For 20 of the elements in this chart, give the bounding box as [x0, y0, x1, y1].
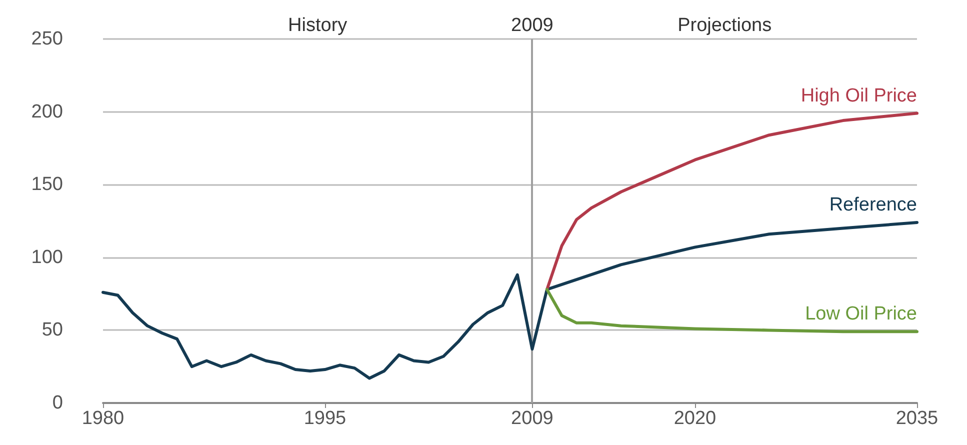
- x-tick-label: 2035: [896, 408, 938, 429]
- y-tick-label: 100: [31, 246, 63, 268]
- ref-line-label: 2009: [511, 15, 554, 36]
- y-tick-label: 200: [31, 101, 63, 122]
- line-series: [546, 112, 918, 291]
- y-tick-label: 50: [42, 320, 63, 341]
- series-label: High Oil Price: [800, 85, 917, 106]
- y-tick-label: 150: [31, 174, 63, 196]
- x-tick-label: 1995: [304, 408, 346, 429]
- x-tick-label: 1980: [82, 408, 124, 429]
- line-series: [102, 220, 918, 380]
- y-tick-label: 250: [31, 28, 63, 50]
- text: Projections: [678, 15, 772, 36]
- series-label: Reference: [829, 194, 917, 216]
- x-tick-label: 2020: [674, 408, 716, 429]
- y-tick-label: 0: [52, 392, 63, 414]
- line-series: [546, 288, 918, 334]
- x-tick-label: 2009: [511, 408, 554, 429]
- series-label: Low Oil Price: [805, 304, 917, 325]
- text: History: [288, 15, 348, 36]
